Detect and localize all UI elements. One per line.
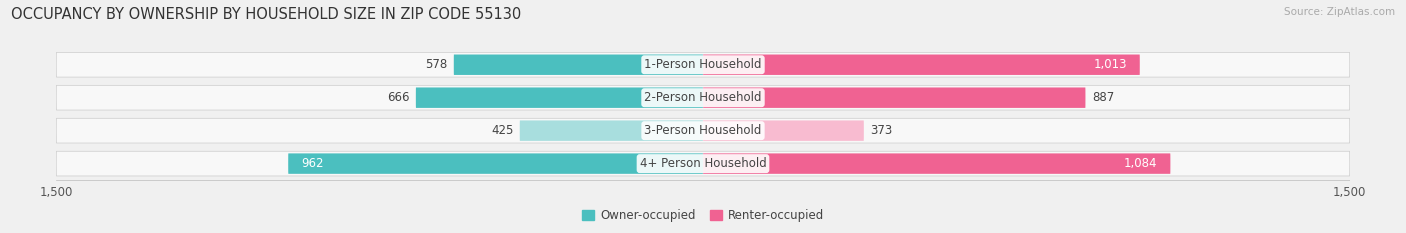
FancyBboxPatch shape xyxy=(703,120,863,141)
FancyBboxPatch shape xyxy=(703,153,1170,174)
FancyBboxPatch shape xyxy=(56,118,1350,143)
Text: 1,013: 1,013 xyxy=(1094,58,1126,71)
Text: 887: 887 xyxy=(1092,91,1114,104)
FancyBboxPatch shape xyxy=(416,87,703,108)
Text: OCCUPANCY BY OWNERSHIP BY HOUSEHOLD SIZE IN ZIP CODE 55130: OCCUPANCY BY OWNERSHIP BY HOUSEHOLD SIZE… xyxy=(11,7,522,22)
Text: 425: 425 xyxy=(491,124,513,137)
FancyBboxPatch shape xyxy=(56,151,1350,176)
FancyBboxPatch shape xyxy=(703,87,1085,108)
FancyBboxPatch shape xyxy=(288,153,703,174)
FancyBboxPatch shape xyxy=(703,55,1140,75)
Legend: Owner-occupied, Renter-occupied: Owner-occupied, Renter-occupied xyxy=(578,205,828,227)
Text: 373: 373 xyxy=(870,124,893,137)
FancyBboxPatch shape xyxy=(56,85,1350,110)
Text: 4+ Person Household: 4+ Person Household xyxy=(640,157,766,170)
FancyBboxPatch shape xyxy=(56,52,1350,77)
Text: 962: 962 xyxy=(301,157,323,170)
FancyBboxPatch shape xyxy=(520,120,703,141)
Text: 666: 666 xyxy=(387,91,409,104)
FancyBboxPatch shape xyxy=(454,55,703,75)
Text: 1-Person Household: 1-Person Household xyxy=(644,58,762,71)
Text: 578: 578 xyxy=(425,58,447,71)
Text: Source: ZipAtlas.com: Source: ZipAtlas.com xyxy=(1284,7,1395,17)
Text: 1,084: 1,084 xyxy=(1123,157,1157,170)
Text: 3-Person Household: 3-Person Household xyxy=(644,124,762,137)
Text: 2-Person Household: 2-Person Household xyxy=(644,91,762,104)
